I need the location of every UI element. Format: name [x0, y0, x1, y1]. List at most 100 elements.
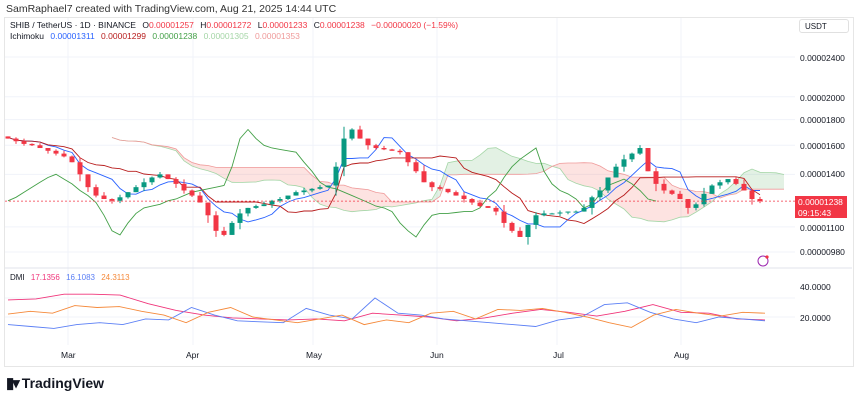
ichimoku-cloud-segment: [208, 165, 216, 174]
candle-body: [53, 150, 59, 154]
low-label: L: [257, 20, 263, 30]
ichimoku-cloud-segment: [520, 158, 528, 175]
ichimoku-cloud-segment: [528, 161, 536, 175]
tradingview-logo[interactable]: ▮▾ TradingView: [6, 374, 104, 392]
credit-text: SamRaphael7 created with TradingView.com…: [6, 3, 337, 15]
tradingview-logo-text: TradingView: [21, 375, 105, 391]
ichimoku-label[interactable]: Ichimoku: [10, 31, 45, 41]
x-tick: Aug: [674, 350, 690, 360]
candle-body: [85, 174, 91, 188]
candle-body: [501, 211, 507, 223]
dmi-value-3: 24.3113: [101, 273, 130, 282]
candle-body: [229, 222, 235, 235]
bar-countdown: 09:15:43: [798, 207, 832, 218]
x-tick: Jun: [430, 350, 444, 360]
tenkan-line: [7, 137, 760, 228]
candle-body: [621, 159, 627, 167]
ichimoku-cloud-segment: [296, 167, 304, 188]
candle-body: [677, 193, 683, 200]
last-price-tag: 0.00001238 09:15:43: [795, 196, 847, 218]
ichimoku-cloud-segment: [256, 167, 264, 182]
currency-button[interactable]: USDT: [799, 19, 849, 33]
close-label: C: [313, 20, 320, 30]
ichimoku-cloud-segment: [472, 155, 480, 175]
dmi-value-1: 17.1356: [30, 273, 60, 282]
span-b-value: 0.00001353: [254, 31, 300, 41]
y-tick: 0.00001100: [800, 223, 845, 233]
tradingview-logo-icon: ▮▾: [6, 375, 20, 392]
candle-body: [301, 190, 307, 193]
candle-body: [125, 192, 131, 198]
candle-body: [245, 207, 251, 214]
candle-body: [357, 129, 363, 139]
ichimoku-cloud-segment: [192, 162, 200, 169]
candle-body: [477, 202, 483, 207]
ichimoku-cloud-segment: [352, 187, 360, 212]
candle-body: [77, 162, 83, 175]
span-a-value: 0.00001305: [203, 31, 249, 41]
candle-body: [333, 166, 339, 186]
high-label: H: [200, 20, 207, 30]
ichimoku-cloud-segment: [400, 202, 408, 206]
ichimoku-cloud-segment: [480, 148, 488, 175]
kijun-line: [7, 137, 761, 224]
ichimoku-cloud-segment: [752, 169, 760, 190]
low-value: 0.00001233: [262, 20, 308, 30]
ichimoku-cloud-segment: [240, 167, 248, 183]
candle-body: [509, 222, 515, 231]
candle-body: [141, 182, 147, 188]
candle-body: [325, 185, 331, 188]
candle-body: [453, 192, 459, 196]
candle-body: [101, 195, 107, 200]
ichimoku-cloud-segment: [568, 162, 576, 184]
ichimoku-cloud-segment: [640, 177, 648, 221]
ichimoku-cloud-segment: [584, 162, 592, 188]
ichimoku-cloud-segment: [456, 160, 464, 175]
last-price: 0.00001238: [798, 197, 843, 207]
ichimoku-cloud-segment: [768, 172, 776, 190]
candle-body: [541, 213, 547, 216]
candle-body: [253, 206, 259, 208]
candle-body: [157, 174, 163, 178]
candle-body: [293, 192, 299, 196]
candle-body: [613, 166, 619, 178]
ichimoku-cloud-segment: [464, 160, 472, 175]
candle-body: [117, 197, 123, 201]
candle-body: [261, 204, 267, 207]
candle-body: [37, 145, 43, 149]
candle-body: [197, 195, 203, 203]
ichimoku-cloud-segment: [184, 157, 192, 167]
kijun-value: 0.00001299: [101, 31, 146, 41]
candle-body: [173, 179, 179, 184]
candle-body: [733, 179, 739, 184]
ichimoku-cloud-segment: [488, 147, 496, 175]
candle-body: [445, 188, 451, 193]
close-value: 0.00001238: [319, 20, 365, 30]
ichimoku-legend: Ichimoku 0.00001311 0.00001299 0.0000123…: [10, 31, 300, 41]
candle-body: [133, 187, 139, 193]
ichimoku-cloud-segment: [344, 185, 352, 212]
symbol-legend: SHIB / TetherUS · 1D · BINANCE O0.000012…: [10, 20, 458, 30]
y-tick: 0.00002400: [800, 53, 845, 63]
candle-body: [181, 183, 187, 191]
y-tick: 0.00002000: [800, 93, 845, 103]
ichimoku-cloud-segment: [688, 189, 696, 217]
y-tick: 0.00001400: [800, 169, 845, 179]
y-tick: 0.00001800: [800, 115, 845, 125]
candle-body: [317, 187, 323, 189]
candle-body: [373, 145, 379, 149]
dmi-label[interactable]: DMI: [10, 273, 25, 282]
candle-body: [109, 199, 115, 201]
candle-body: [437, 187, 443, 189]
candle-body: [165, 174, 171, 180]
candle-body: [189, 190, 195, 196]
candle-body: [237, 213, 243, 223]
ichimoku-cloud-segment: [232, 167, 240, 183]
candle-body: [533, 215, 539, 225]
symbol-name[interactable]: SHIB / TetherUS · 1D · BINANCE: [10, 20, 136, 30]
ichimoku-cloud-segment: [216, 167, 224, 179]
dmi-value-2: 16.1083: [66, 273, 95, 282]
candle-body: [581, 207, 587, 212]
candle-body: [661, 183, 667, 191]
